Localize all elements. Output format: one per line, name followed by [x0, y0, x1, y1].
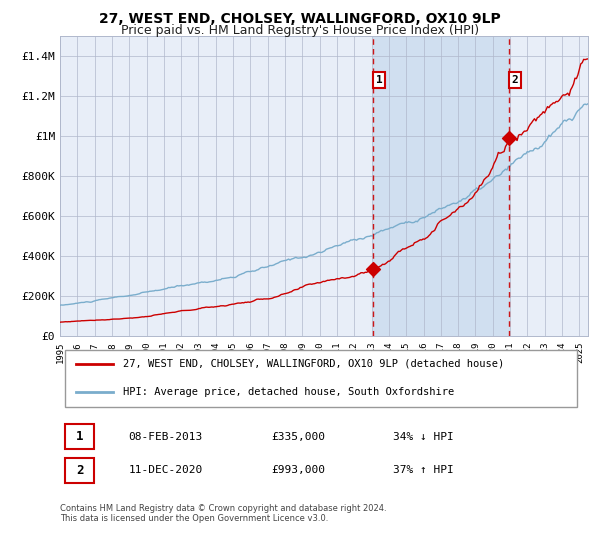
Text: Price paid vs. HM Land Registry's House Price Index (HPI): Price paid vs. HM Land Registry's House …: [121, 24, 479, 36]
Point: [505, 133, 514, 142]
Text: 1: 1: [376, 75, 383, 85]
FancyBboxPatch shape: [65, 424, 94, 449]
Text: 11-DEC-2020: 11-DEC-2020: [128, 465, 203, 475]
Point: [368, 265, 378, 274]
Text: 2: 2: [76, 464, 83, 477]
FancyBboxPatch shape: [65, 350, 577, 407]
FancyBboxPatch shape: [65, 458, 94, 483]
Text: 27, WEST END, CHOLSEY, WALLINGFORD, OX10 9LP: 27, WEST END, CHOLSEY, WALLINGFORD, OX10…: [99, 12, 501, 26]
Text: £335,000: £335,000: [271, 432, 325, 442]
Text: HPI: Average price, detached house, South Oxfordshire: HPI: Average price, detached house, Sout…: [124, 387, 455, 397]
Text: 08-FEB-2013: 08-FEB-2013: [128, 432, 203, 442]
Text: 34% ↓ HPI: 34% ↓ HPI: [392, 432, 454, 442]
Text: 37% ↑ HPI: 37% ↑ HPI: [392, 465, 454, 475]
Text: 2: 2: [512, 75, 518, 85]
Text: 27, WEST END, CHOLSEY, WALLINGFORD, OX10 9LP (detached house): 27, WEST END, CHOLSEY, WALLINGFORD, OX10…: [124, 359, 505, 368]
Text: 1: 1: [76, 430, 83, 443]
Bar: [373, 36, 509, 336]
Text: Contains HM Land Registry data © Crown copyright and database right 2024.
This d: Contains HM Land Registry data © Crown c…: [60, 504, 386, 524]
Text: £993,000: £993,000: [271, 465, 325, 475]
